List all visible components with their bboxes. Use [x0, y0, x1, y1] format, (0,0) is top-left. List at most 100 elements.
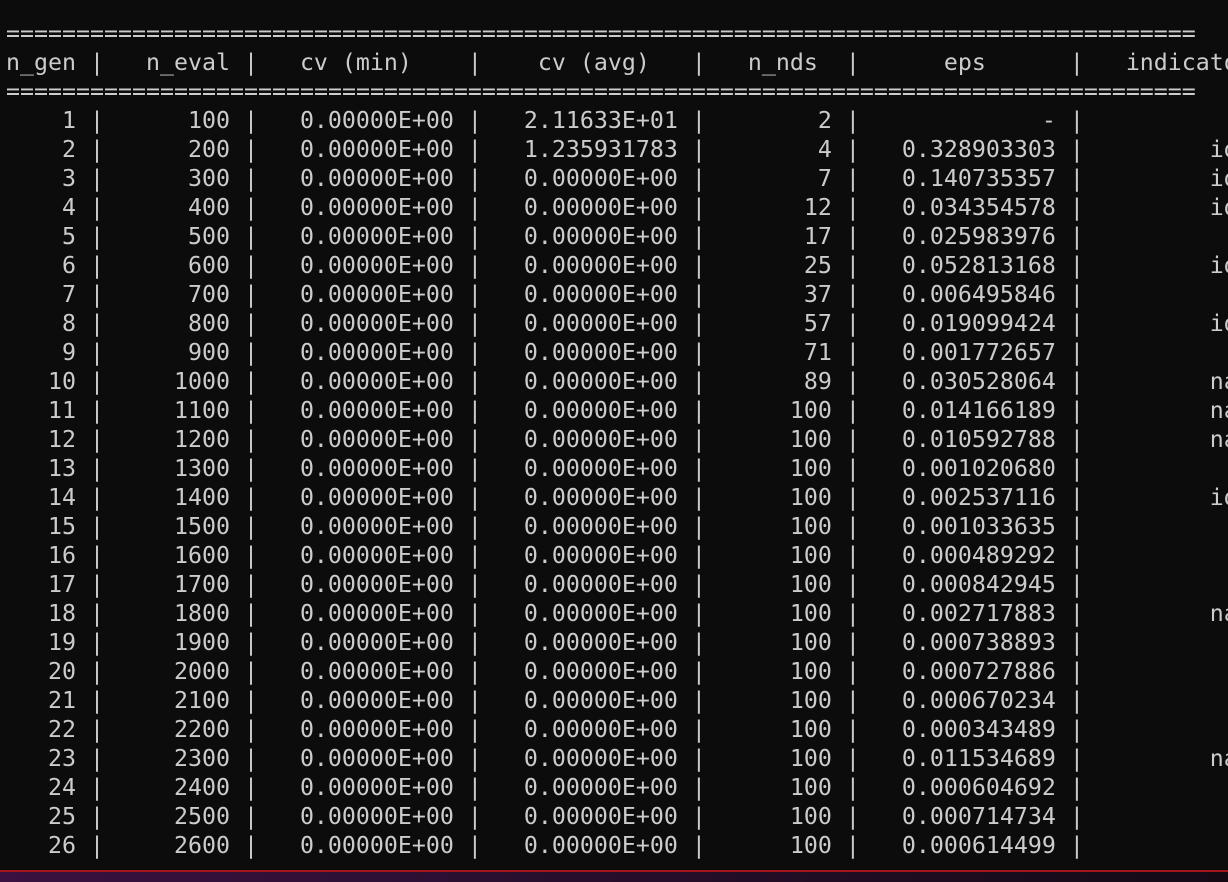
cell-cv-min: 0.00000E+00	[299, 832, 454, 859]
spacer	[482, 367, 496, 396]
column-divider: |	[75, 426, 104, 453]
cell-n_nds: 57	[803, 310, 832, 337]
column-divider: |	[75, 194, 104, 221]
cell-n_eval: 2100	[173, 687, 230, 714]
cell-cv-min: 0.00000E+00	[299, 223, 454, 250]
column-divider: |	[75, 310, 104, 337]
column-divider: |	[229, 368, 258, 395]
cell-n_eval: 800	[187, 310, 230, 337]
spacer	[482, 570, 496, 599]
cell-n_nds: 100	[789, 426, 832, 453]
spacer	[706, 396, 720, 425]
table-row: 18 | 1800 | 0.00000E+00 | 0.00000E+00 | …	[6, 599, 1228, 628]
spacer	[706, 251, 720, 280]
column-divider: |	[453, 484, 482, 511]
cell-cv-avg: 0.00000E+00	[523, 165, 678, 192]
column-divider: |	[831, 687, 860, 714]
column-divider: |	[1055, 687, 1084, 714]
spacer	[258, 628, 272, 657]
spacer	[706, 222, 720, 251]
column-divider: |	[831, 49, 860, 76]
cell-n_eval: 1500	[173, 513, 230, 540]
spacer	[860, 396, 874, 425]
table-row: 4 | 400 | 0.00000E+00 | 0.00000E+00 | 12…	[6, 193, 1228, 222]
column-divider: |	[75, 165, 104, 192]
spacer	[482, 831, 496, 860]
spacer	[1084, 367, 1098, 396]
cell-cv-avg: 0.00000E+00	[523, 571, 678, 598]
spacer	[482, 628, 496, 657]
cell-eps: 0.034354578	[901, 194, 1056, 221]
cell-n_gen: 16	[47, 542, 76, 569]
spacer	[860, 802, 874, 831]
column-divider: |	[453, 455, 482, 482]
column-divider: |	[1055, 658, 1084, 685]
spacer	[860, 338, 874, 367]
cell-n_nds: 100	[789, 571, 832, 598]
spacer	[258, 773, 272, 802]
spacer	[706, 135, 720, 164]
cell-eps: 0.140735357	[901, 165, 1056, 192]
column-divider: |	[229, 49, 258, 76]
column-divider: |	[831, 339, 860, 366]
column-divider: |	[453, 571, 482, 598]
cell-cv-min: 0.00000E+00	[299, 484, 454, 511]
spacer	[258, 802, 272, 831]
terminal-output[interactable]: ========================================…	[6, 19, 1228, 860]
spacer	[258, 570, 272, 599]
spacer	[860, 483, 874, 512]
table-row: 11 | 1100 | 0.00000E+00 | 0.00000E+00 | …	[6, 396, 1228, 425]
spacer	[1084, 280, 1098, 309]
cell-n_gen: 5	[61, 223, 76, 250]
cell-n_gen: 24	[47, 774, 76, 801]
cell-n_eval: 200	[187, 136, 230, 163]
window-border	[0, 870, 1228, 872]
cell-cv-min: 0.00000E+00	[299, 107, 454, 134]
spacer	[104, 541, 118, 570]
cell-cv-avg: 0.00000E+00	[523, 832, 678, 859]
cell-n_nds: 37	[803, 281, 832, 308]
column-divider: |	[677, 658, 706, 685]
cell-cv-avg: 0.00000E+00	[523, 194, 678, 221]
spacer	[860, 454, 874, 483]
cell-n_nds: 100	[789, 484, 832, 511]
spacer	[258, 744, 272, 773]
spacer	[258, 222, 272, 251]
cell-n_eval: 1400	[173, 484, 230, 511]
column-divider: |	[453, 339, 482, 366]
column-divider: |	[453, 716, 482, 743]
spacer	[482, 425, 496, 454]
column-divider: |	[677, 426, 706, 453]
spacer	[1084, 715, 1098, 744]
cell-indicator: f	[1098, 541, 1228, 570]
cell-n_gen: 6	[61, 252, 76, 279]
column-divider: |	[831, 107, 860, 134]
spacer	[482, 222, 496, 251]
cell-indicator: ideal	[1209, 136, 1228, 163]
spacer	[258, 512, 272, 541]
spacer	[104, 773, 118, 802]
cell-cv-min: 0.00000E+00	[299, 339, 454, 366]
spacer	[482, 106, 496, 135]
column-divider: |	[1055, 513, 1084, 540]
spacer	[482, 744, 496, 773]
column-divider: |	[453, 310, 482, 337]
column-divider: |	[831, 571, 860, 598]
column-divider: |	[229, 194, 258, 221]
cell-cv-min: 0.00000E+00	[299, 194, 454, 221]
cell-n_eval: 2400	[173, 774, 230, 801]
table-row: 2 | 200 | 0.00000E+00 | 1.235931783 | 4 …	[6, 135, 1228, 164]
table-row: 25 | 2500 | 0.00000E+00 | 0.00000E+00 | …	[6, 802, 1228, 831]
spacer	[104, 425, 118, 454]
spacer	[104, 251, 118, 280]
cell-n_gen: 8	[61, 310, 76, 337]
column-divider: |	[75, 339, 104, 366]
cell-cv-min: 0.00000E+00	[299, 513, 454, 540]
column-divider: |	[229, 136, 258, 163]
column-divider: |	[1055, 136, 1084, 163]
column-divider: |	[831, 629, 860, 656]
cell-cv-avg: 0.00000E+00	[523, 600, 678, 627]
column-divider: |	[1055, 629, 1084, 656]
cell-n_gen: 20	[47, 658, 76, 685]
cell-indicator: ideal	[1209, 484, 1228, 511]
